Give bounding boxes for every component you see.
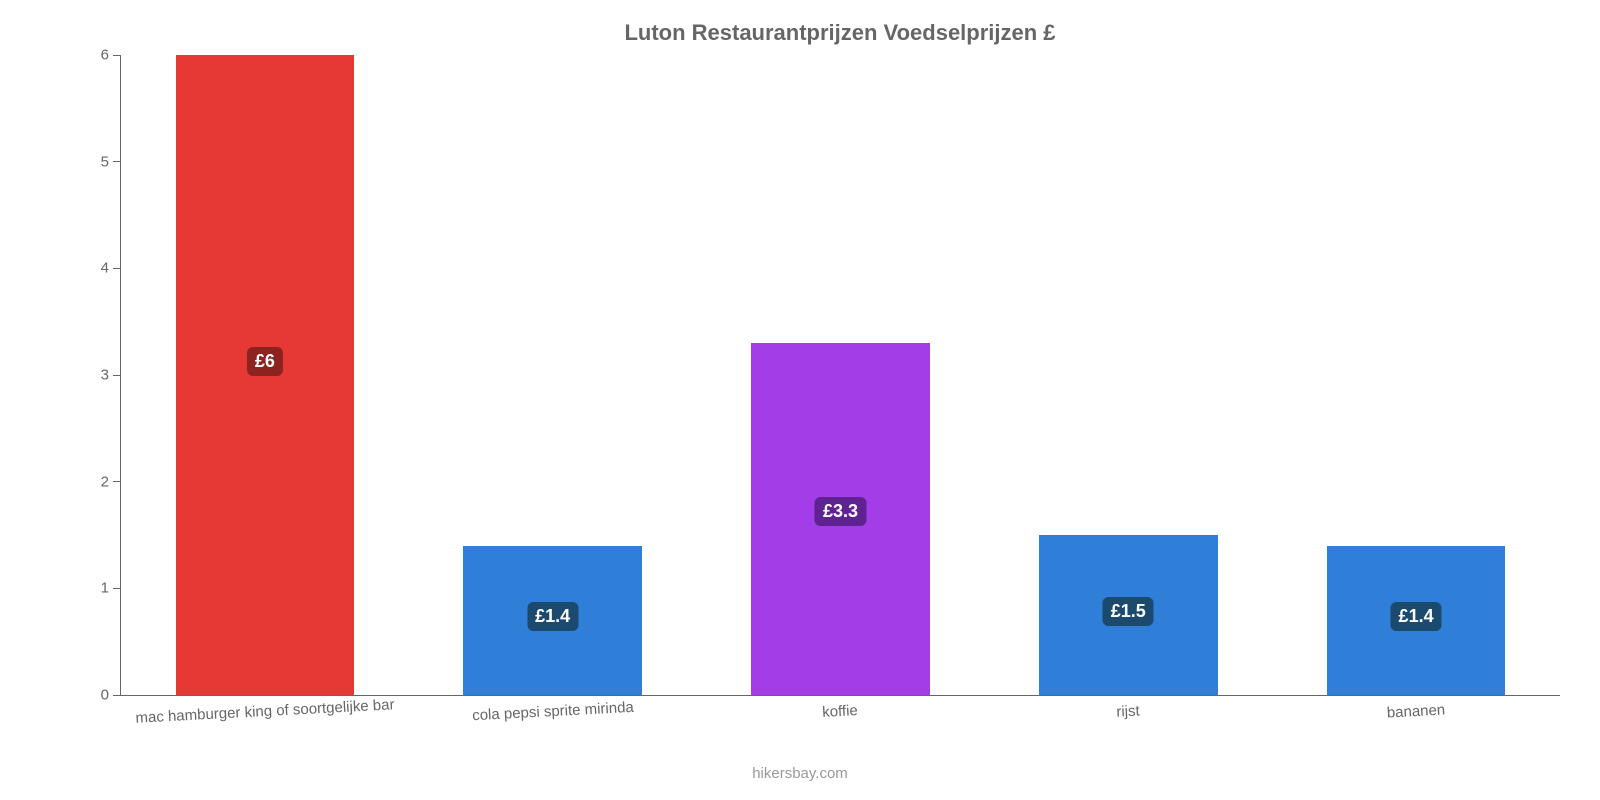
value-badge: £1.4 — [1391, 602, 1442, 631]
bar: £3.3 — [751, 343, 929, 695]
y-tick — [113, 55, 121, 56]
y-tick-label: 1 — [101, 580, 109, 597]
y-tick — [113, 481, 121, 482]
bars-group: £6mac hamburger king of soortgelijke bar… — [121, 56, 1560, 695]
bar: £1.5 — [1039, 535, 1217, 695]
x-tick-label: cola pepsi sprite mirinda — [471, 699, 633, 724]
chart-title: Luton Restaurantprijzen Voedselprijzen £ — [120, 20, 1560, 46]
y-tick-label: 4 — [101, 260, 109, 277]
bar-slot: £1.5rijst — [984, 56, 1272, 695]
y-tick — [113, 268, 121, 269]
y-tick — [113, 695, 121, 696]
plot-area: £6mac hamburger king of soortgelijke bar… — [120, 56, 1560, 696]
bar: £6 — [176, 55, 354, 695]
bar-slot: £3.3koffie — [697, 56, 985, 695]
value-badge: £6 — [247, 347, 283, 376]
bar-slot: £6mac hamburger king of soortgelijke bar — [121, 56, 409, 695]
bar-slot: £1.4bananen — [1272, 56, 1560, 695]
y-tick-label: 6 — [101, 47, 109, 64]
y-tick — [113, 161, 121, 162]
bar-slot: £1.4cola pepsi sprite mirinda — [409, 56, 697, 695]
value-badge: £1.4 — [527, 602, 578, 631]
y-tick — [113, 588, 121, 589]
x-tick-label: bananen — [1386, 701, 1445, 721]
y-tick-label: 2 — [101, 473, 109, 490]
value-badge: £1.5 — [1103, 597, 1154, 626]
bar: £1.4 — [1327, 546, 1505, 695]
chart-container: Luton Restaurantprijzen Voedselprijzen £… — [0, 0, 1600, 800]
y-tick-label: 0 — [101, 687, 109, 704]
x-tick-label: rijst — [1116, 702, 1140, 720]
credit-text: hikersbay.com — [752, 765, 848, 782]
y-tick — [113, 375, 121, 376]
y-tick-label: 5 — [101, 153, 109, 170]
bar: £1.4 — [463, 546, 641, 695]
x-tick-label: mac hamburger king of soortgelijke bar — [135, 696, 395, 727]
y-tick-label: 3 — [101, 367, 109, 384]
x-tick-label: koffie — [822, 702, 858, 721]
value-badge: £3.3 — [815, 497, 866, 526]
